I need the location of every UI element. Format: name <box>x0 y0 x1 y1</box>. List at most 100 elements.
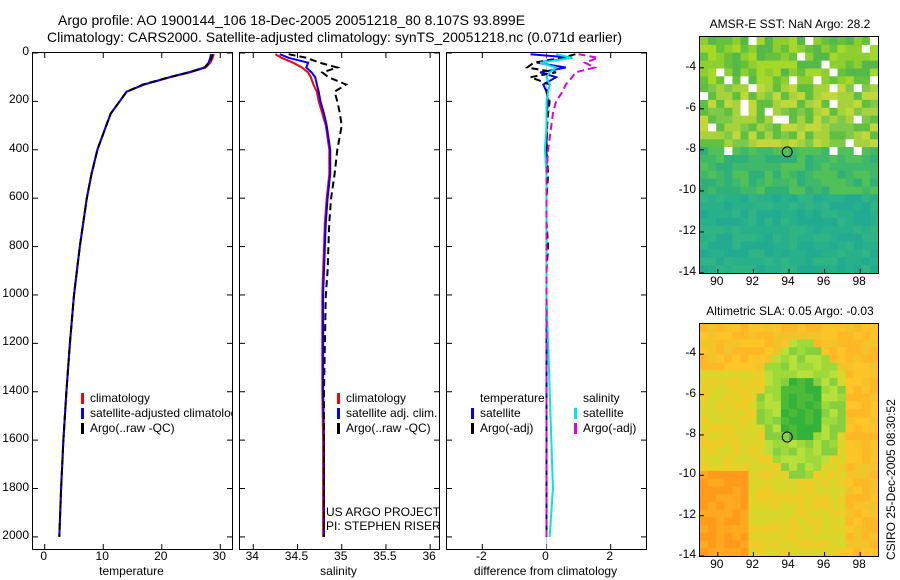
map-cell <box>837 517 847 526</box>
map-cell <box>756 517 766 526</box>
map-cell <box>837 84 847 93</box>
map-cell <box>829 324 839 333</box>
map-cell <box>708 210 717 219</box>
map-cell <box>708 525 717 534</box>
map-cell <box>756 249 766 258</box>
map-cell <box>861 225 871 235</box>
map-y-tick-label: -14 <box>678 547 696 561</box>
map-cell <box>805 470 814 480</box>
map-cell <box>732 210 742 219</box>
map-cell <box>869 409 878 418</box>
map-cell <box>869 131 878 140</box>
map-cell <box>764 52 774 62</box>
map-cell <box>764 509 774 518</box>
map-cell <box>756 354 766 364</box>
map-cell <box>756 478 766 487</box>
map-cell <box>756 265 766 273</box>
map-cell <box>869 225 878 235</box>
map-cell <box>772 115 782 125</box>
map-cell <box>869 92 878 101</box>
map-cell <box>732 99 742 109</box>
map-cell <box>813 517 822 526</box>
map-cell <box>869 432 878 441</box>
map-cell <box>821 463 831 472</box>
map-cell <box>780 115 790 125</box>
map-cell <box>756 241 766 250</box>
map-cell <box>740 37 750 46</box>
map-cell <box>829 416 839 426</box>
map-cell <box>861 233 871 243</box>
map-cell <box>813 123 822 132</box>
map-cell <box>797 486 806 495</box>
map-cell <box>837 401 847 410</box>
map-cell <box>797 339 806 348</box>
map-cell <box>708 60 717 70</box>
map-cell <box>732 494 742 503</box>
map-cell <box>845 217 855 227</box>
map-cell <box>829 210 839 219</box>
map-cell <box>845 162 855 172</box>
legend-label: satellite <box>583 406 624 420</box>
map-cell <box>845 331 855 340</box>
map-cell <box>700 139 709 148</box>
map-cell <box>861 517 871 526</box>
map-cell <box>869 76 878 85</box>
series-line <box>288 53 349 537</box>
map-cell <box>821 217 831 227</box>
legend-swatch-climatology <box>337 393 340 404</box>
map-cell <box>708 463 717 472</box>
map-cell <box>837 241 847 250</box>
map-cell <box>829 186 839 195</box>
map-cell <box>716 509 725 518</box>
map-cell <box>789 370 798 379</box>
map-cell <box>805 532 814 542</box>
map-cell <box>837 331 847 340</box>
map-cell <box>748 131 758 140</box>
map-cell <box>764 416 774 426</box>
map-cell <box>700 540 709 549</box>
map-cell <box>780 233 790 243</box>
map-cell <box>829 401 839 410</box>
map-cell <box>756 155 766 164</box>
map-cell <box>837 378 847 387</box>
map-cell <box>869 170 878 180</box>
map-cell <box>772 424 782 433</box>
map-cell <box>716 68 725 77</box>
map-cell <box>756 501 766 511</box>
map-cell <box>861 202 871 211</box>
map-cell <box>837 486 847 495</box>
map-cell <box>772 155 782 164</box>
map-cell <box>756 99 766 109</box>
map-cell <box>740 92 750 101</box>
map-cell <box>797 210 806 219</box>
map-cell <box>821 115 831 125</box>
map-cell <box>853 52 863 62</box>
map-cell <box>708 194 717 203</box>
map-cell <box>764 362 774 371</box>
map-cell <box>756 393 766 402</box>
map-cell <box>797 107 806 117</box>
map-cell <box>869 548 878 556</box>
map-cell <box>756 540 766 549</box>
map-cell <box>789 494 798 503</box>
map-cell <box>853 202 863 211</box>
map-cell <box>797 409 806 418</box>
map-x-tick-label: 90 <box>710 557 724 571</box>
map-cell <box>724 362 733 371</box>
map-cell <box>772 257 782 266</box>
map-cell <box>869 525 878 534</box>
map-cell <box>813 409 822 418</box>
map-cell <box>748 194 758 203</box>
map-cell <box>740 147 750 156</box>
map-cell <box>708 123 717 132</box>
map-cell <box>708 170 717 180</box>
map-cell <box>724 463 733 472</box>
map-cell <box>837 540 847 549</box>
map-cell <box>845 548 855 556</box>
map-cell <box>724 257 733 266</box>
map-cell <box>853 186 863 195</box>
map-cell <box>748 324 758 333</box>
map-cell <box>748 147 758 156</box>
map-cell <box>708 393 717 402</box>
map-cell <box>789 147 798 156</box>
